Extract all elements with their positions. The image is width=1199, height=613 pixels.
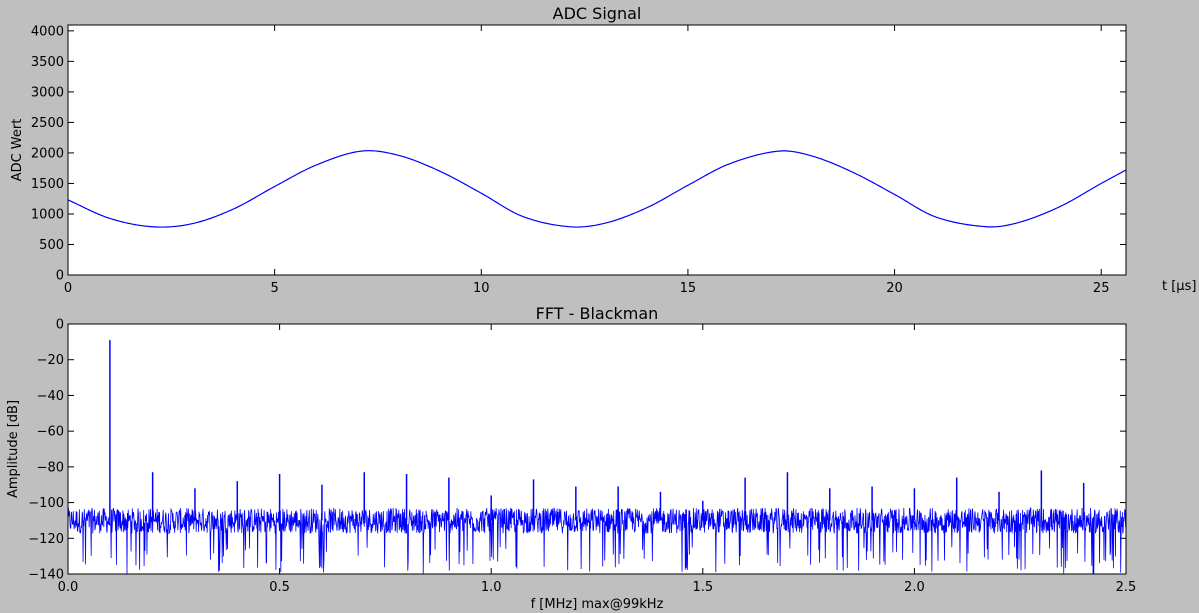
adc-xtick-label: 20 bbox=[886, 281, 903, 296]
adc-ytick-label: 3000 bbox=[31, 85, 64, 100]
adc-xlabel: t [μs] bbox=[1162, 279, 1196, 294]
fft-xtick-label: 2.5 bbox=[1116, 580, 1137, 595]
adc-xtick-label: 0 bbox=[64, 281, 72, 296]
adc-ytick-label: 1500 bbox=[31, 177, 64, 192]
adc-y-ticks: 0 500 1000 1500 2000 2500 3000 3500 4000 bbox=[31, 24, 1126, 284]
fft-xtick-label: 0.0 bbox=[58, 580, 79, 595]
adc-ytick-label: 0 bbox=[56, 269, 64, 284]
adc-xtick-label: 10 bbox=[473, 281, 490, 296]
fft-title: FFT - Blackman bbox=[536, 304, 659, 323]
fft-ytick-label: −60 bbox=[37, 425, 64, 440]
adc-ylabel: ADC Wert bbox=[10, 119, 25, 182]
adc-plot-area bbox=[68, 25, 1126, 275]
adc-ytick-label: 4000 bbox=[31, 24, 64, 39]
fft-xtick-label: 1.0 bbox=[481, 580, 502, 595]
adc-ytick-label: 3500 bbox=[31, 55, 64, 70]
fft-ytick-label: −80 bbox=[37, 460, 64, 475]
fft-xtick-label: 2.0 bbox=[904, 580, 925, 595]
adc-signal-line bbox=[67, 150, 1127, 228]
fft-frame bbox=[67, 323, 1127, 575]
fft-xtick-label: 0.5 bbox=[269, 580, 290, 595]
adc-xtick-label: 15 bbox=[680, 281, 697, 296]
adc-ytick-label: 500 bbox=[39, 238, 64, 253]
fft-ytick-label: −40 bbox=[37, 389, 64, 404]
adc-xtick-label: 5 bbox=[271, 281, 279, 296]
fft-ylabel: Amplitude [dB] bbox=[6, 400, 21, 498]
fft-xlabel: f [MHz] max@99kHz bbox=[531, 597, 664, 612]
adc-title: ADC Signal bbox=[553, 4, 642, 23]
fft-ytick-label: −140 bbox=[28, 568, 64, 583]
adc-ytick-label: 1000 bbox=[31, 207, 64, 222]
adc-ytick-label: 2500 bbox=[31, 116, 64, 131]
fft-peaks bbox=[109, 340, 1085, 521]
adc-frame bbox=[67, 24, 1127, 276]
adc-x-ticks: 0 5 10 15 20 25 bbox=[64, 25, 1110, 296]
fft-noise-floor bbox=[67, 507, 1127, 574]
fft-panel: FFT - Blackman Amplitude [dB] f [MHz] ma… bbox=[6, 304, 1136, 612]
adc-xtick-label: 25 bbox=[1093, 281, 1110, 296]
adc-panel: ADC Signal ADC Wert t [μs] 0 500 1000 1500 2… bbox=[10, 4, 1196, 296]
fft-y-ticks: −140 −120 −100 −80 −60 −40 −20 0 bbox=[28, 318, 1126, 583]
adc-ytick-label: 2000 bbox=[31, 146, 64, 161]
fft-ytick-label: −100 bbox=[28, 496, 64, 511]
fft-ytick-label: 0 bbox=[56, 318, 64, 333]
fft-ytick-label: −120 bbox=[28, 532, 64, 547]
fft-xtick-label: 1.5 bbox=[692, 580, 713, 595]
fft-ytick-label: −20 bbox=[37, 353, 64, 368]
